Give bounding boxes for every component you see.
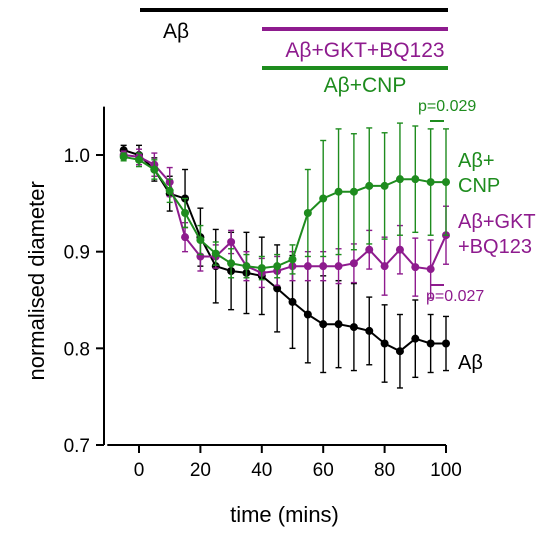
data-point <box>426 265 435 274</box>
data-point <box>380 262 389 271</box>
treatment-bars: Aβ Aβ+GKT+BQ123 Aβ+CNP <box>140 8 448 97</box>
data-point <box>319 320 328 329</box>
plot-area <box>119 122 450 389</box>
data-point <box>242 262 251 271</box>
data-point <box>442 178 450 187</box>
data-point <box>395 175 404 184</box>
data-point <box>334 262 343 271</box>
data-point <box>119 152 128 161</box>
data-point <box>319 262 328 271</box>
x-axis-title: time (mins) <box>230 502 339 527</box>
treatment-bar-label: Aβ+CNP <box>324 74 407 97</box>
p-value-label: p=0.027 <box>426 288 484 305</box>
y-ticks: 0.7 0.8 0.9 1.0 <box>64 146 104 457</box>
y-tick-label: 0.7 <box>64 436 90 457</box>
series-label: +BQ123 <box>458 236 532 258</box>
treatment-bar-label: Aβ <box>163 20 189 43</box>
x-tick-label: 40 <box>251 460 272 481</box>
data-point <box>165 186 174 195</box>
data-point <box>411 263 420 272</box>
data-point <box>303 262 312 271</box>
x-tick-label: 20 <box>190 460 211 481</box>
data-point <box>380 339 389 348</box>
data-point <box>349 259 358 268</box>
data-point <box>227 259 236 268</box>
data-point <box>150 165 159 174</box>
series-label: Aβ+ <box>458 150 495 172</box>
data-point <box>135 155 143 164</box>
data-point <box>411 334 420 343</box>
data-point <box>211 249 220 258</box>
data-point <box>319 194 328 203</box>
y-tick-label: 0.8 <box>64 339 90 360</box>
data-point <box>334 187 343 196</box>
series-label: Aβ <box>458 352 483 374</box>
data-point <box>395 245 404 254</box>
data-point <box>288 255 297 264</box>
data-point <box>365 245 374 254</box>
data-point <box>334 320 343 329</box>
data-point <box>303 310 312 319</box>
data-point <box>288 297 297 306</box>
x-tick-label: 60 <box>313 460 334 481</box>
series-labels: Aβ+ CNP Aβ+GKT +BQ123 Aβ <box>458 150 536 374</box>
series-line <box>123 149 446 353</box>
treatment-bar-label: Aβ+GKT+BQ123 <box>285 39 444 62</box>
data-point <box>227 238 236 246</box>
data-point <box>365 181 374 190</box>
y-axis-title: normalised diameter <box>24 181 49 380</box>
data-point <box>257 264 266 273</box>
data-point <box>181 209 190 217</box>
x-tick-label: 0 <box>134 460 145 481</box>
data-point <box>196 236 205 245</box>
series-label: CNP <box>458 175 500 197</box>
series-line <box>123 155 446 270</box>
x-tick-label: 100 <box>430 460 462 481</box>
annotations: p=0.029 p=0.027 <box>418 98 484 305</box>
x-ticks: 0 20 40 60 80 100 <box>134 445 462 481</box>
y-tick-label: 0.9 <box>64 243 90 264</box>
series-group <box>119 122 450 281</box>
data-point <box>273 262 282 271</box>
axes: 0.7 0.8 0.9 1.0 0 20 40 60 80 100 time (mins) no… <box>24 106 462 527</box>
x-tick-label: 80 <box>374 460 395 481</box>
data-point <box>426 339 435 348</box>
data-point <box>273 284 282 293</box>
data-point <box>380 181 389 190</box>
data-point <box>365 326 374 335</box>
series-line <box>123 154 447 274</box>
data-point <box>349 323 358 332</box>
data-point <box>442 339 450 348</box>
data-point <box>411 175 420 184</box>
data-point <box>181 233 190 242</box>
data-point <box>426 178 435 187</box>
data-point <box>349 187 358 196</box>
data-point <box>303 209 312 217</box>
p-value-label: p=0.029 <box>418 98 476 115</box>
series-label: Aβ+GKT <box>458 211 536 233</box>
y-tick-label: 1.0 <box>64 146 90 167</box>
data-point <box>395 347 404 356</box>
